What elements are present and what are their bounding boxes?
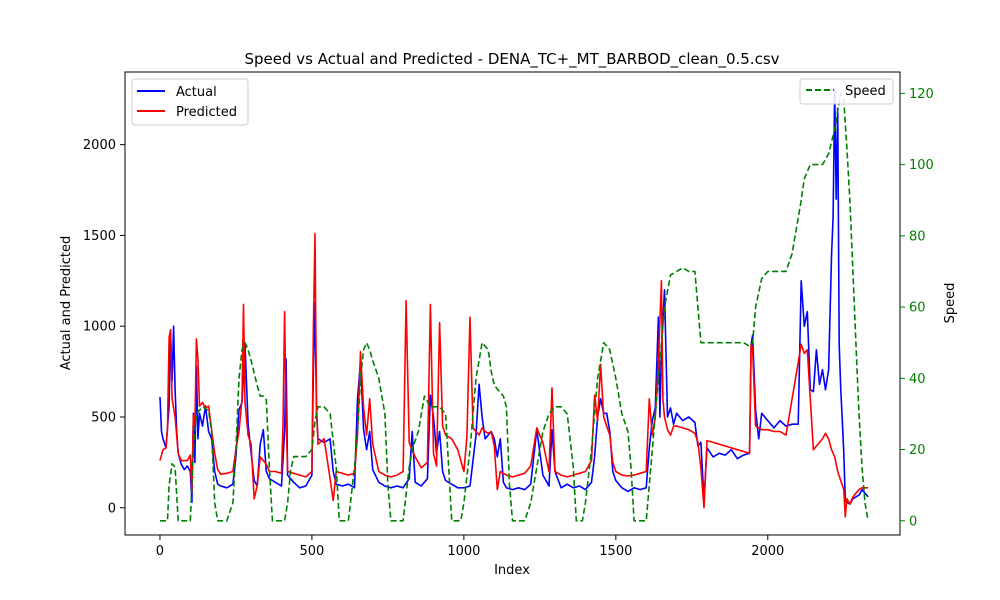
x-tick-label: 1000 xyxy=(447,544,480,559)
series-line-predicted xyxy=(159,232,869,518)
legend-right: Speed xyxy=(799,78,894,105)
y-left-tick-label: 500 xyxy=(91,410,116,425)
legend-speed-label: Speed xyxy=(845,84,886,99)
x-tick-label: 0 xyxy=(156,544,164,559)
y-right-tick-label: 40 xyxy=(909,372,926,387)
y-right-tick-label: 20 xyxy=(909,443,926,458)
y-right-tick-label: 120 xyxy=(909,87,934,102)
x-tick-label: 500 xyxy=(299,544,324,559)
legend-right-box xyxy=(799,78,894,105)
chart-title: Speed vs Actual and Predicted - DENA_TC+… xyxy=(244,50,779,69)
y-right-tick-label: 0 xyxy=(909,514,917,529)
legend-actual-label: Actual xyxy=(176,85,217,100)
series-line-speed xyxy=(160,92,869,522)
y-left-axis-label: Actual and Predicted xyxy=(59,236,74,370)
y-left-tick-label: 1500 xyxy=(83,229,116,244)
y-right-axis-label: Speed xyxy=(943,283,958,324)
x-tick-label: 2000 xyxy=(751,544,784,559)
legend-predicted-label: Predicted xyxy=(176,105,237,120)
plot-frame xyxy=(124,71,901,536)
x-axis: 0 500 1000 1500 2000 xyxy=(156,535,784,559)
y-left-tick-label: 2000 xyxy=(83,138,116,153)
y-left-tick-label: 1000 xyxy=(83,320,116,335)
x-axis-label: Index xyxy=(494,563,530,578)
x-tick-label: 1500 xyxy=(599,544,632,559)
plot-area xyxy=(159,89,869,522)
y-right-tick-label: 80 xyxy=(909,229,926,244)
legend-left: Actual Predicted xyxy=(131,78,249,126)
y-right-tick-label: 100 xyxy=(909,158,934,173)
y-left-axis: 0 500 1000 1500 2000 xyxy=(83,138,125,516)
y-right-tick-label: 60 xyxy=(909,301,926,316)
y-right-axis: 0 20 40 60 80 100 120 xyxy=(900,87,934,529)
y-left-tick-label: 0 xyxy=(108,501,116,516)
